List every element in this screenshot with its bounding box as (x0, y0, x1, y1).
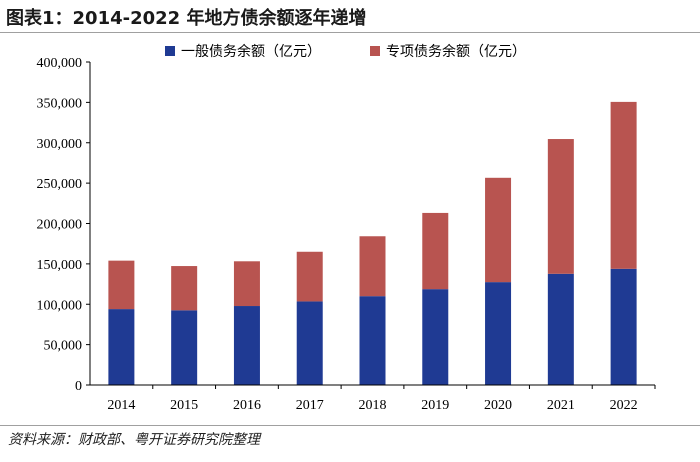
legend-label-special-debt: 专项债务余额（亿元） (386, 43, 526, 60)
x-tick-label: 2021 (547, 398, 575, 413)
y-tick-label: 200,000 (37, 218, 83, 233)
bar-general-debt (108, 309, 135, 385)
source-note: 资料来源：财政部、粤开证券研究院整理 (8, 432, 260, 448)
x-tick-label: 2022 (610, 398, 638, 413)
x-tick-label: 2014 (107, 398, 135, 413)
bar-special-debt (108, 260, 135, 310)
y-tick-label: 350,000 (37, 96, 83, 111)
y-tick-label: 300,000 (37, 137, 83, 152)
y-tick-label: 400,000 (37, 56, 83, 71)
x-tick-label: 2016 (233, 398, 261, 413)
x-tick-label: 2018 (359, 398, 387, 413)
bar-general-debt (359, 296, 386, 385)
chart-title: 图表1：2014-2022 年地方债余额逐年递增 (6, 8, 367, 29)
legend-label-general-debt: 一般债务余额（亿元） (181, 43, 321, 60)
bar-general-debt (547, 273, 574, 385)
source-divider (0, 425, 700, 426)
y-tick-label: 0 (75, 379, 82, 394)
bar-special-debt (233, 261, 260, 307)
bar-special-debt (422, 212, 449, 290)
legend-swatch-general-debt (165, 46, 175, 56)
x-tick-label: 2020 (484, 398, 512, 413)
x-tick-label: 2017 (296, 398, 324, 413)
title-divider (0, 32, 700, 33)
x-tick-label: 2015 (170, 398, 198, 413)
bar-general-debt (233, 306, 260, 385)
bar-general-debt (485, 282, 512, 385)
bars-group (108, 101, 637, 385)
bar-special-debt (359, 236, 386, 297)
y-tick-label: 150,000 (37, 258, 83, 273)
bar-special-debt (485, 177, 512, 283)
y-tick-label: 50,000 (44, 339, 83, 354)
y-tick-label: 250,000 (37, 177, 83, 192)
y-tick-label: 100,000 (37, 298, 83, 313)
bar-general-debt (171, 310, 198, 385)
x-tick-label: 2019 (421, 398, 449, 413)
bar-special-debt (547, 139, 574, 274)
stacked-bar-chart: 一般债务余额（亿元） 专项债务余额（亿元） 0 50,000 100,000 150,0… (37, 43, 656, 413)
axes-group: 0 50,000 100,000 150,000 200,000 250,000 300,0… (37, 56, 656, 413)
legend-swatch-special-debt (370, 46, 380, 56)
chart-legend: 一般债务余额（亿元） 专项债务余额（亿元） (165, 43, 526, 60)
bar-general-debt (296, 301, 323, 385)
bar-special-debt (610, 101, 637, 269)
bar-special-debt (171, 266, 198, 311)
bar-general-debt (422, 289, 449, 385)
bar-special-debt (296, 251, 323, 302)
bar-general-debt (610, 268, 637, 385)
